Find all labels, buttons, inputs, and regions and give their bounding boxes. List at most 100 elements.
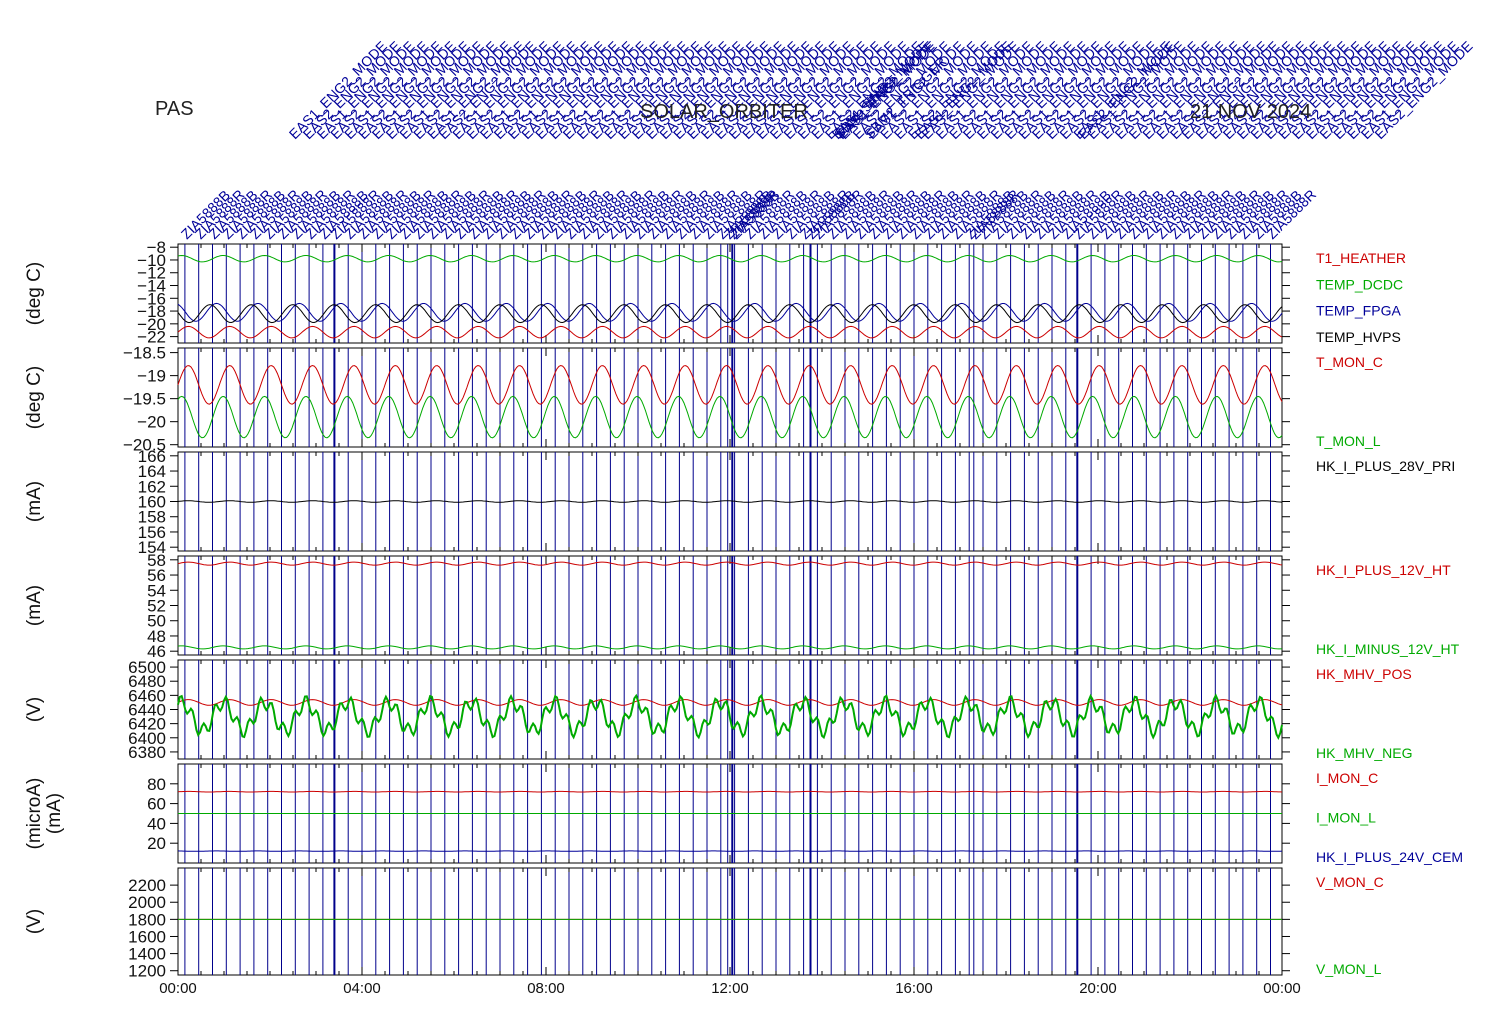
y-axis-label: (microA) xyxy=(24,778,45,850)
y-tick-label: 158 xyxy=(138,508,166,527)
legend-t1_heather: T1_HEATHER xyxy=(1316,250,1406,266)
legend-hk_i_plus_24v_cem: HK_I_PLUS_24V_CEM xyxy=(1316,849,1463,865)
y-tick-label: 6420 xyxy=(128,715,166,734)
series-line-t_mon_c xyxy=(177,364,1283,405)
legend-temp_fpga: TEMP_FPGA xyxy=(1316,303,1401,319)
y-tick-label: 54 xyxy=(147,581,166,600)
panel-1: −8−10−12−14−16−18−20−22 (deg C) T1_HEATHER… xyxy=(24,238,1406,346)
y-tick-label: 2000 xyxy=(128,893,166,912)
x-tick-label: 00:00 xyxy=(159,980,197,997)
y-axis-label: (V) xyxy=(24,697,45,722)
legend-hk_i_plus_12v_ht: HK_I_PLUS_12V_HT xyxy=(1316,562,1451,578)
y-tick-label: 46 xyxy=(147,642,166,661)
y-tick-label: −18.5 xyxy=(123,344,166,363)
legend-hk_mhv_neg: HK_MHV_NEG xyxy=(1316,745,1412,761)
x-axis-labels: 00:00 04:00 08:00 12:00 16:00 20:00 00:00 xyxy=(159,980,1301,997)
y-axis-label: (deg C) xyxy=(24,262,45,325)
legend-hk_i_minus_12v_ht: HK_I_MINUS_12V_HT xyxy=(1316,641,1460,657)
y-tick-label: 1600 xyxy=(128,927,166,946)
y-tick-label: −20 xyxy=(137,413,166,432)
y-tick-label: 6480 xyxy=(128,672,166,691)
panel-frame xyxy=(177,347,1283,448)
y-axis-label: (mA) xyxy=(24,481,45,522)
y-tick-label: 40 xyxy=(147,814,166,833)
y-tick-label: 166 xyxy=(138,447,166,466)
series-line-hk_i_plus_12v_ht xyxy=(177,561,1283,566)
y-tick-label: −14 xyxy=(137,277,166,296)
y-tick-label: 154 xyxy=(138,538,166,557)
panel-frame xyxy=(177,555,1283,656)
x-tick-label: 16:00 xyxy=(895,980,933,997)
y-tick-label: −12 xyxy=(137,264,166,283)
y-tick-label: 6500 xyxy=(128,658,166,677)
legend-t_mon_c: T_MON_C xyxy=(1316,354,1383,370)
y-axis-label: (mA) xyxy=(44,793,65,834)
y-tick-label: 20 xyxy=(147,834,166,853)
y-tick-label: 6380 xyxy=(128,743,166,762)
series-line-temp_hvps xyxy=(177,304,1283,324)
y-tick-label: 6460 xyxy=(128,686,166,705)
y-tick-label: 160 xyxy=(138,493,166,512)
y-tick-label: 50 xyxy=(147,612,166,631)
y-tick-label: 6440 xyxy=(128,701,166,720)
y-tick-label: 52 xyxy=(147,597,166,616)
y-tick-label: 6400 xyxy=(128,729,166,748)
x-tick-label: 08:00 xyxy=(527,980,565,997)
y-axis-label: (V) xyxy=(24,909,45,934)
y-tick-label: −18 xyxy=(137,302,166,321)
spacecraft-label: SOLAR_ORBITER xyxy=(640,101,808,123)
event-annotations: ZIA5888BEAS1_ENG2_MODEZIA5888REAS2_ENG2_… xyxy=(178,38,1476,242)
series-line-t_mon_l xyxy=(177,395,1283,439)
y-tick-label: −20.5 xyxy=(123,436,166,455)
y-tick-label: 56 xyxy=(147,566,166,585)
instrument-label: PAS xyxy=(155,98,194,120)
x-tick-label: 04:00 xyxy=(343,980,381,997)
legend-t_mon_l: T_MON_L xyxy=(1316,433,1381,449)
y-tick-label: 2200 xyxy=(128,876,166,895)
y-tick-label: −10 xyxy=(137,251,166,270)
legend-hk_mhv_pos: HK_MHV_POS xyxy=(1316,666,1412,682)
y-tick-label: 48 xyxy=(147,627,166,646)
legend-v_mon_c: V_MON_C xyxy=(1316,874,1384,890)
y-axis-label: (deg C) xyxy=(24,366,45,429)
y-tick-label: −19 xyxy=(137,367,166,386)
y-tick-label: −16 xyxy=(137,289,166,308)
series-line-t1_heather xyxy=(177,325,1283,339)
y-tick-label: 1200 xyxy=(128,962,166,981)
legend-temp_hvps: TEMP_HVPS xyxy=(1316,329,1401,345)
y-tick-label: 58 xyxy=(147,551,166,570)
panel-frame xyxy=(177,867,1283,976)
x-tick-label: 12:00 xyxy=(711,980,749,997)
y-tick-label: 162 xyxy=(138,477,166,496)
y-axis-label: (mA) xyxy=(24,585,45,626)
y-tick-label: 80 xyxy=(147,775,166,794)
series-line-hk_i_minus_12v_ht xyxy=(177,645,1283,650)
x-tick-label: 00:00 xyxy=(1263,980,1301,997)
y-tick-label: −22 xyxy=(137,328,166,347)
series-line-hk_mhv_neg xyxy=(177,693,1283,740)
y-tick-label: −19.5 xyxy=(123,390,166,409)
legend-i_mon_l: I_MON_L xyxy=(1316,810,1376,826)
series-line-hk_i_plus_28v_pri xyxy=(177,500,1283,503)
date-label: 21 NOV 2024 xyxy=(1190,101,1311,123)
series-line-i_mon_c xyxy=(177,790,1283,793)
series-line-temp_dcdc xyxy=(177,254,1283,263)
panel-frame xyxy=(177,659,1283,760)
series-line-hk_mhv_pos xyxy=(177,699,1283,706)
legend-temp_dcdc: TEMP_DCDC xyxy=(1316,276,1403,292)
y-tick-label: 1800 xyxy=(128,910,166,929)
x-tick-label: 20:00 xyxy=(1079,980,1117,997)
legend-i_mon_c: I_MON_C xyxy=(1316,770,1378,786)
y-tick-label: 164 xyxy=(138,462,166,481)
y-tick-label: −20 xyxy=(137,315,166,334)
y-tick-label: −8 xyxy=(147,238,166,257)
y-tick-label: 60 xyxy=(147,795,166,814)
y-tick-label: 156 xyxy=(138,523,166,542)
series-line-temp_fpga xyxy=(177,302,1283,322)
